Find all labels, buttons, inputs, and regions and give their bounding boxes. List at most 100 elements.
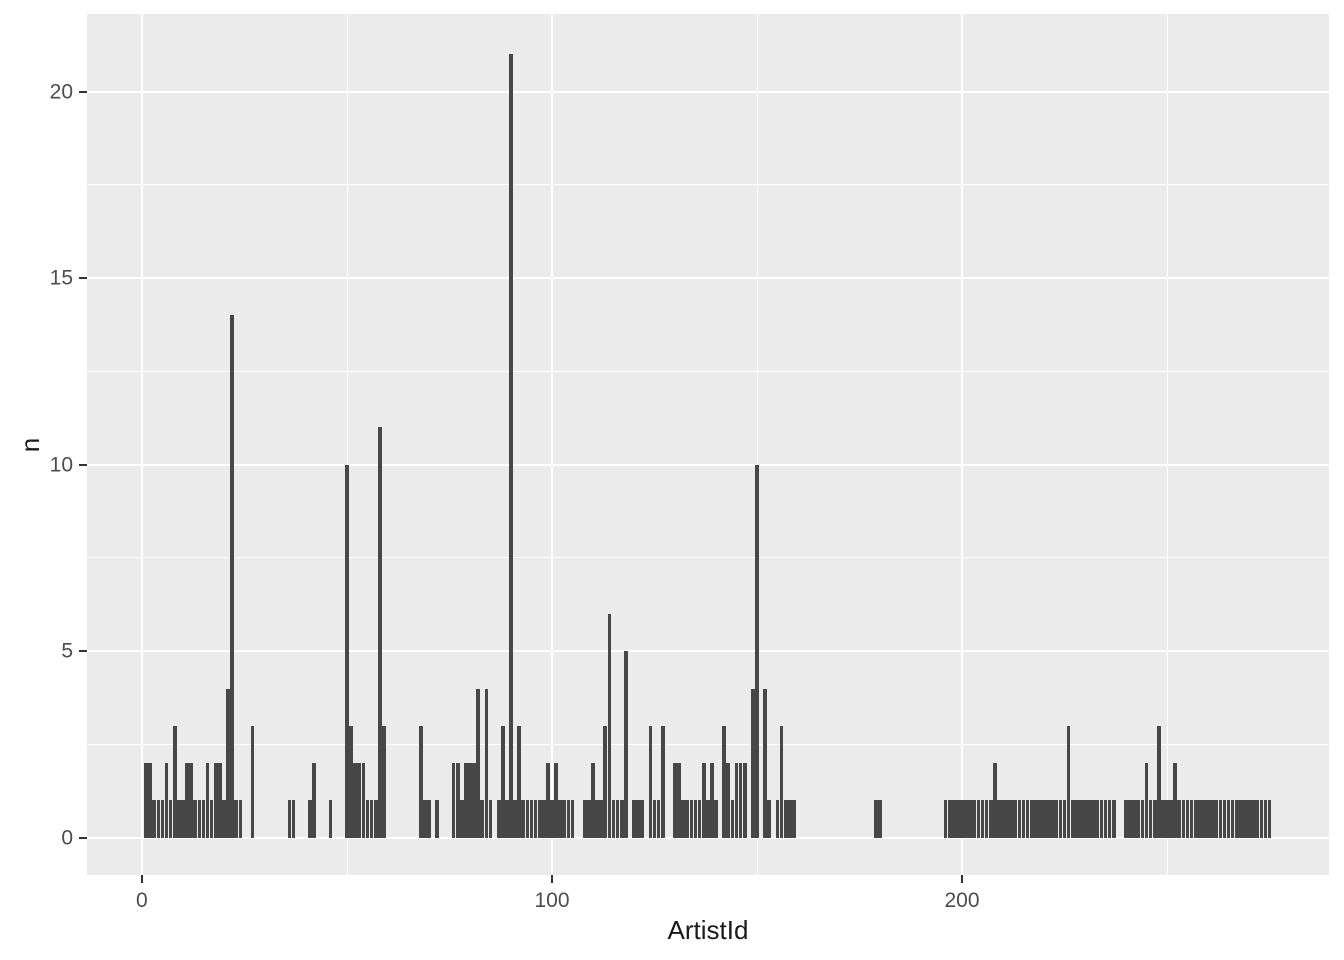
bar	[1070, 800, 1075, 838]
bar	[562, 800, 567, 838]
bar	[956, 800, 960, 838]
bar	[1169, 800, 1173, 838]
y-tick-label: 0	[61, 826, 73, 850]
bar	[1091, 800, 1096, 838]
bar	[1210, 800, 1214, 838]
y-tick-mark	[79, 277, 87, 280]
bar	[558, 800, 563, 838]
bar	[632, 800, 636, 838]
x-minor-gridline	[1166, 14, 1168, 875]
bar	[1013, 800, 1018, 838]
bar	[693, 800, 698, 838]
x-major-gridline	[140, 14, 143, 875]
bar	[1095, 800, 1100, 838]
bar	[1251, 800, 1255, 838]
bar	[357, 763, 362, 838]
bar	[1218, 800, 1223, 838]
bar	[1062, 800, 1067, 838]
bar	[1243, 800, 1247, 838]
bar	[250, 725, 255, 838]
bar	[1054, 800, 1059, 838]
bar	[209, 800, 214, 838]
y-tick-mark	[79, 90, 87, 93]
bar	[533, 800, 538, 838]
bar	[755, 464, 759, 838]
bar	[968, 800, 973, 838]
x-tick-mark	[551, 875, 553, 883]
bar	[976, 800, 981, 838]
bar	[1255, 800, 1260, 838]
bar	[1234, 800, 1239, 838]
bar	[201, 800, 206, 838]
bar	[792, 800, 796, 838]
bar	[1161, 800, 1165, 838]
bar	[1099, 800, 1104, 838]
bar	[1074, 800, 1079, 838]
bar	[1050, 800, 1055, 838]
bar	[1222, 800, 1227, 838]
bar	[734, 763, 739, 838]
x-tick-label: 0	[136, 889, 148, 912]
bar	[222, 800, 226, 838]
bar	[1087, 800, 1091, 838]
bar	[1005, 800, 1009, 838]
bar	[951, 800, 956, 838]
y-tick-mark	[79, 836, 87, 839]
y-major-gridline	[87, 650, 1329, 653]
bar	[181, 800, 185, 838]
bar	[521, 800, 526, 838]
bar	[472, 763, 476, 838]
bar	[775, 800, 780, 838]
bar	[148, 763, 152, 838]
bar	[345, 464, 349, 838]
bar	[1001, 800, 1005, 838]
y-major-gridline	[87, 90, 1329, 93]
bar	[238, 800, 243, 838]
bar	[1247, 800, 1251, 838]
bar	[484, 688, 489, 838]
bar	[1107, 800, 1112, 838]
bar	[960, 800, 964, 838]
bar	[1144, 763, 1149, 838]
bar	[365, 800, 370, 838]
y-axis-title: n	[15, 437, 45, 452]
bar	[980, 800, 985, 838]
x-tick-mark	[961, 875, 963, 883]
bar	[763, 688, 768, 838]
bar	[997, 800, 1001, 838]
bar	[1083, 800, 1087, 838]
bar	[435, 800, 440, 838]
y-minor-gridline	[87, 184, 1329, 186]
bar	[1046, 800, 1050, 838]
bar	[648, 725, 653, 838]
bar	[1267, 800, 1272, 838]
bar	[234, 800, 239, 838]
bar	[291, 800, 296, 838]
bar	[742, 763, 747, 838]
bar	[1025, 800, 1030, 838]
bar	[943, 800, 948, 838]
x-major-gridline	[551, 14, 553, 875]
bar	[152, 800, 157, 838]
y-tick-label: 5	[61, 639, 73, 663]
bar	[1173, 763, 1178, 838]
x-major-gridline	[961, 14, 963, 875]
bar	[554, 763, 558, 838]
bar	[189, 763, 193, 838]
x-tick-label: 100	[534, 889, 570, 912]
bar	[607, 613, 612, 838]
y-minor-gridline	[87, 370, 1329, 372]
y-tick-label: 15	[49, 266, 73, 290]
bar	[427, 800, 431, 838]
bar	[1066, 725, 1071, 838]
bar	[566, 800, 571, 838]
bar	[541, 800, 546, 838]
bar	[156, 800, 161, 838]
bar	[582, 800, 587, 838]
bar	[751, 688, 755, 838]
bar	[459, 800, 464, 838]
bar	[353, 763, 357, 838]
x-minor-gridline	[346, 14, 348, 875]
bar	[1132, 800, 1137, 838]
